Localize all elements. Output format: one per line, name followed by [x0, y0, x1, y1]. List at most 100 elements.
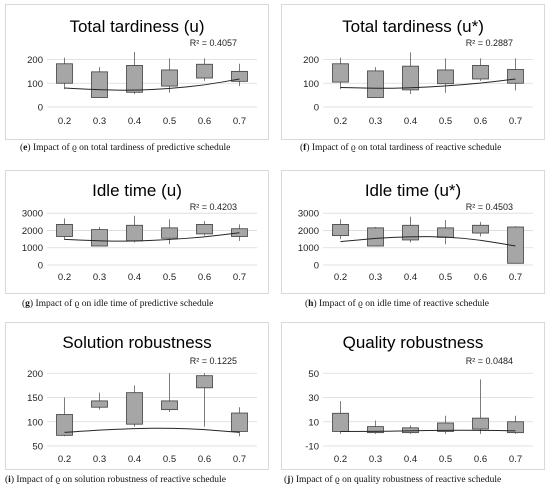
box-mark	[367, 426, 384, 434]
caption-letter: f	[303, 143, 307, 153]
box-mark	[231, 228, 248, 237]
x-tick-label: 0.7	[509, 116, 522, 127]
x-tick-label: 0.5	[439, 454, 452, 465]
box-mark	[367, 70, 384, 98]
r-squared-label: R² = 0.1225	[190, 356, 237, 366]
r-squared-label: R² = 0.4503	[466, 202, 513, 212]
caption-text: Impact of ϱ on idle time of predictive s…	[35, 299, 214, 309]
y-tick-label: 200	[303, 55, 319, 66]
y-tick-label: 1000	[298, 243, 319, 254]
box-mark	[126, 392, 143, 425]
y-tick-label: 3000	[298, 209, 319, 220]
box-mark	[161, 400, 178, 411]
box-mark	[161, 69, 178, 87]
chart-title: Total tardiness (u*)	[342, 17, 484, 36]
x-tick-label: 0.4	[404, 454, 417, 465]
y-tick-label: 50	[308, 369, 319, 380]
r-squared-label: R² = 0.0484	[466, 356, 513, 366]
x-tick-label: 0.3	[369, 116, 382, 127]
caption-g: (g) Impact of ϱ on idle time of predicti…	[22, 299, 214, 309]
x-tick-label: 0.7	[509, 272, 522, 283]
caption-letter: i	[8, 475, 11, 485]
y-tick-label: 30	[308, 393, 319, 404]
chart-svg: Idle time (u*) R² = 0.4503 0 1000 2000 3000 0.…	[281, 170, 545, 294]
y-tick-label: 150	[27, 393, 43, 404]
y-tick-label: 200	[27, 369, 43, 380]
caption-letter: e	[23, 143, 28, 153]
x-tick-label: 0.3	[369, 454, 382, 465]
trend-line	[340, 78, 516, 89]
y-tick-label: 3000	[22, 209, 43, 220]
box-mark	[231, 412, 248, 432]
box-mark	[507, 421, 524, 434]
box-mark	[472, 224, 489, 234]
box-mark	[231, 70, 248, 82]
box-mark	[332, 63, 349, 83]
r-squared-label: R² = 0.4203	[190, 202, 237, 212]
box-mark	[507, 69, 524, 84]
trend-line	[64, 232, 240, 242]
x-tick-label: 0.2	[334, 272, 347, 283]
box-mark	[472, 65, 489, 80]
box-mark	[196, 63, 213, 79]
chart-frame	[281, 322, 545, 470]
chart-panel-i: Solution robustness R² = 0.1225 50 100 150 20…	[5, 322, 269, 470]
trend-line	[340, 429, 516, 432]
caption-text: Impact of ϱ on quality robustness of rea…	[295, 475, 502, 485]
caption-text: Impact of ϱ on total tardiness of reacti…	[311, 143, 502, 153]
x-tick-label: 0.4	[404, 272, 417, 283]
y-tick-label: 50	[32, 442, 43, 453]
x-tick-label: 0.3	[93, 454, 106, 465]
trend-line	[340, 236, 516, 247]
caption-text: Impact of ϱ on solution robustness of re…	[16, 475, 226, 485]
chart-panel-f: Total tardiness (u*) R² = 0.2887 0 100 200 0.…	[281, 4, 545, 140]
x-tick-label: 0.5	[163, 116, 176, 127]
caption-letter: j	[287, 475, 291, 485]
x-tick-label: 0.6	[198, 116, 211, 127]
box-mark	[437, 69, 454, 85]
y-tick-label: 2000	[298, 226, 319, 237]
caption-h: (h) Impact of ϱ on idle time of reactive…	[305, 299, 489, 309]
y-tick-label: 2000	[22, 226, 43, 237]
chart-panel-h: Idle time (u*) R² = 0.4503 0 1000 2000 3000 0.…	[281, 170, 545, 294]
x-tick-label: 0.2	[334, 116, 347, 127]
caption-i: (i) Impact of ϱ on solution robustness o…	[5, 475, 226, 485]
x-tick-label: 0.5	[163, 454, 176, 465]
box-mark	[126, 65, 143, 93]
x-tick-label: 0.5	[439, 272, 452, 283]
x-tick-label: 0.2	[58, 454, 71, 465]
trend-line	[64, 427, 240, 433]
x-tick-label: 0.4	[128, 116, 141, 127]
y-tick-label: -10	[305, 442, 319, 453]
box-mark	[126, 224, 143, 242]
box-mark	[161, 227, 178, 239]
x-tick-label: 0.2	[334, 454, 347, 465]
chart-svg: Total tardiness (u) R² = 0.4057 0 100 200 0.2…	[5, 4, 269, 140]
caption-text: Impact of ϱ on idle time of reactive sch…	[319, 299, 489, 309]
box-mark	[367, 227, 384, 247]
x-tick-label: 0.4	[128, 272, 141, 283]
x-tick-label: 0.2	[58, 272, 71, 283]
chart-svg: Solution robustness R² = 0.1225 50 100 150 20…	[5, 322, 269, 470]
box-mark	[91, 400, 108, 408]
x-tick-label: 0.5	[439, 116, 452, 127]
box-mark	[402, 427, 419, 434]
chart-svg: Idle time (u) R² = 0.4203 0 1000 2000 3000 0.2…	[5, 170, 269, 294]
caption-j: (j) Impact of ϱ on quality robustness of…	[284, 475, 502, 485]
y-tick-label: 0	[38, 103, 43, 114]
caption-e: (e) Impact of ϱ on total tardiness of pr…	[20, 143, 231, 153]
caption-letter: h	[308, 299, 314, 309]
x-tick-label: 0.7	[233, 454, 246, 465]
chart-title: Idle time (u*)	[365, 181, 461, 200]
box-mark	[91, 229, 108, 247]
chart-svg: Quality robustness R² = 0.0484 -10 10 30 50 0.…	[281, 322, 545, 470]
x-tick-label: 0.5	[163, 272, 176, 283]
box-mark	[56, 224, 73, 237]
x-tick-label: 0.4	[128, 454, 141, 465]
x-tick-label: 0.6	[474, 272, 487, 283]
r-squared-label: R² = 0.4057	[190, 38, 237, 48]
y-tick-label: 100	[303, 79, 319, 90]
x-tick-label: 0.6	[474, 454, 487, 465]
caption-text: Impact of ϱ on total tardiness of predic…	[32, 143, 231, 153]
box-mark	[507, 226, 524, 264]
